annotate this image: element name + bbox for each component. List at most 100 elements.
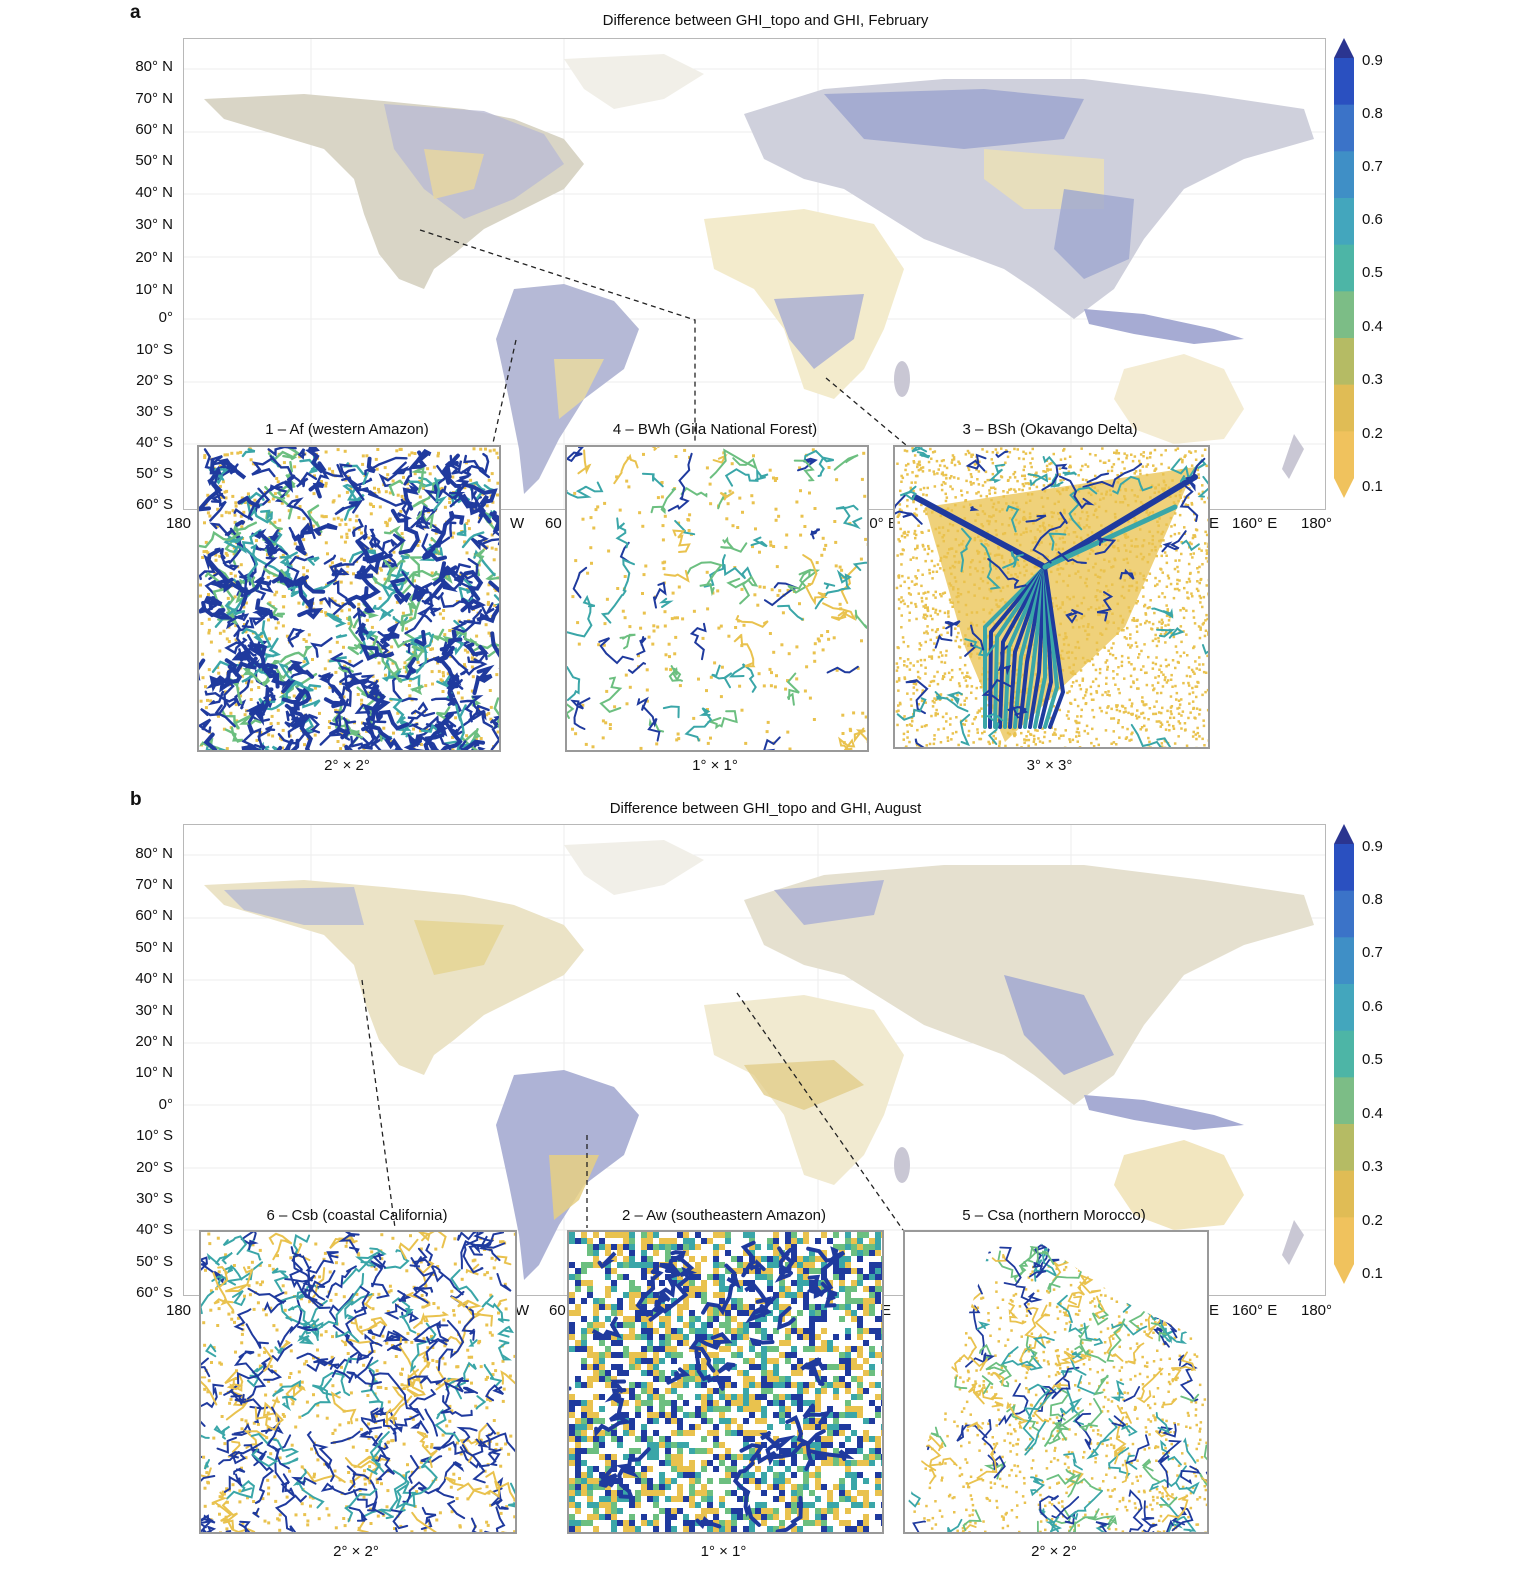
drainage-line bbox=[329, 726, 351, 740]
grid-cell bbox=[755, 1256, 761, 1262]
pixel-dot bbox=[266, 1478, 270, 1482]
grid-cell bbox=[863, 1286, 869, 1292]
pixel-dot bbox=[1135, 630, 1139, 633]
pixel-dot bbox=[926, 486, 929, 490]
pixel-dot bbox=[1193, 535, 1197, 538]
pixel-dot bbox=[361, 462, 365, 466]
pixel-dot bbox=[363, 1482, 367, 1486]
grid-cell bbox=[737, 1286, 743, 1292]
grid-cell bbox=[839, 1274, 845, 1280]
pixel-dot bbox=[1160, 622, 1164, 625]
pixel-dot bbox=[267, 1521, 271, 1525]
pixel-dot bbox=[1063, 447, 1066, 451]
drainage-line bbox=[433, 1431, 468, 1456]
pixel-dot bbox=[339, 681, 343, 685]
drainage-line bbox=[438, 650, 462, 706]
pixel-dot bbox=[897, 576, 901, 579]
pixel-dot bbox=[1178, 722, 1182, 725]
pixel-dot bbox=[662, 567, 666, 571]
pixel-dot bbox=[202, 1455, 206, 1459]
grid-cell bbox=[839, 1256, 845, 1262]
pixel-dot bbox=[1126, 727, 1129, 731]
pixel-dot bbox=[1144, 621, 1147, 625]
grid-cell bbox=[821, 1262, 827, 1268]
pixel-dot bbox=[765, 730, 769, 734]
pixel-dot bbox=[727, 634, 731, 638]
pixel-dot bbox=[1181, 460, 1184, 464]
pixel-dot bbox=[496, 730, 499, 734]
pixel-dot bbox=[278, 1513, 282, 1517]
pixel-dot bbox=[705, 466, 709, 470]
pixel-dot bbox=[403, 661, 407, 665]
pixel-dot bbox=[984, 470, 988, 474]
grid-cell bbox=[767, 1268, 773, 1274]
pixel-dot bbox=[1194, 685, 1197, 688]
pixel-dot bbox=[986, 478, 989, 482]
pixel-dot bbox=[485, 1406, 489, 1410]
pixel-dot bbox=[1029, 462, 1032, 465]
pixel-dot bbox=[303, 1362, 307, 1366]
pixel-dot bbox=[495, 451, 499, 455]
pixel-dot bbox=[501, 1399, 505, 1403]
pixel-dot bbox=[914, 602, 917, 606]
drainage-line bbox=[379, 608, 394, 622]
pixel-dot bbox=[1163, 632, 1167, 636]
grid-cell bbox=[809, 1268, 815, 1274]
pixel-dot bbox=[1092, 745, 1096, 747]
grid-cell bbox=[683, 1280, 689, 1286]
pixel-dot bbox=[933, 564, 936, 568]
pixel-dot bbox=[954, 627, 957, 630]
drainage-line bbox=[224, 1370, 244, 1391]
pixel-dot bbox=[470, 656, 474, 660]
pixel-dot bbox=[1191, 691, 1195, 694]
pixel-dot bbox=[384, 490, 388, 494]
pixel-dot bbox=[970, 691, 973, 694]
pixel-dot bbox=[1135, 602, 1138, 605]
pixel-dot bbox=[460, 1277, 464, 1281]
pixel-dot bbox=[923, 548, 926, 551]
pixel-dot bbox=[377, 1292, 381, 1296]
pixel-dot bbox=[1175, 549, 1178, 552]
grid-cell bbox=[869, 1298, 875, 1304]
pixel-dot bbox=[271, 497, 275, 501]
grid-cell bbox=[629, 1238, 635, 1244]
grid-cell bbox=[785, 1286, 791, 1292]
pixel-dot bbox=[922, 545, 925, 548]
grid-cell bbox=[857, 1256, 863, 1262]
grid-cell bbox=[665, 1250, 671, 1256]
pixel-dot bbox=[581, 703, 585, 707]
pixel-dot bbox=[1188, 702, 1191, 705]
pixel-dot bbox=[250, 688, 253, 692]
drainage-line bbox=[225, 1530, 232, 1532]
pixel-dot bbox=[338, 1423, 342, 1427]
pixel-dot bbox=[466, 519, 470, 523]
pixel-dot bbox=[905, 449, 909, 453]
pixel-dot bbox=[978, 737, 981, 741]
pixel-dot bbox=[1006, 491, 1009, 494]
pixel-dot bbox=[206, 1390, 210, 1394]
pixel-dot bbox=[950, 698, 954, 702]
pixel-dot bbox=[1107, 649, 1110, 652]
drainage-line bbox=[462, 1244, 484, 1274]
pixel-dot bbox=[342, 1295, 346, 1299]
pixel-dot bbox=[734, 626, 738, 629]
grid-cell bbox=[737, 1268, 743, 1274]
pixel-dot bbox=[1079, 669, 1083, 672]
pixel-dot bbox=[1170, 673, 1173, 677]
pixel-dot bbox=[645, 688, 649, 692]
grid-cell bbox=[713, 1268, 719, 1274]
pixel-dot bbox=[1094, 474, 1097, 478]
grid-cell bbox=[695, 1262, 701, 1268]
pixel-dot bbox=[328, 467, 331, 471]
pixel-dot bbox=[489, 1503, 493, 1507]
pixel-dot bbox=[458, 1320, 461, 1324]
drainage-line bbox=[274, 1494, 307, 1532]
pixel-dot bbox=[495, 673, 499, 677]
pixel-dot bbox=[906, 533, 909, 537]
pixel-dot bbox=[1194, 660, 1197, 663]
drainage-line bbox=[373, 1372, 425, 1421]
pixel-dot bbox=[412, 727, 415, 731]
drainage-line bbox=[201, 1383, 224, 1427]
pixel-dot bbox=[928, 684, 931, 687]
grid-cell bbox=[605, 1286, 611, 1292]
